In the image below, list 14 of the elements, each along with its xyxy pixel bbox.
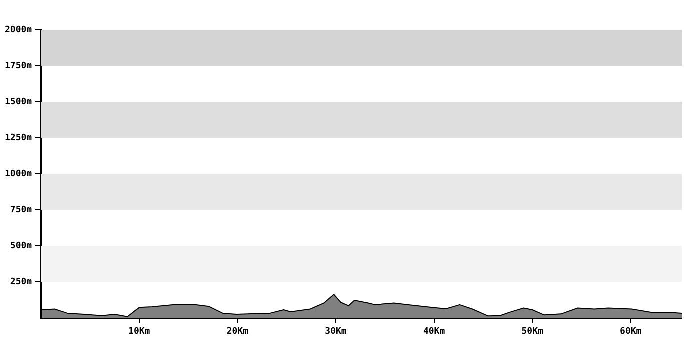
y-tick-label: 1250m: [5, 133, 33, 144]
y-tick-label: 750m: [10, 205, 33, 216]
y-tick-label: 1500m: [5, 97, 33, 108]
y-tick-label: 250m: [10, 278, 33, 288]
y-tick-label: 1750m: [5, 61, 33, 72]
x-tick-label: 60Km: [620, 326, 642, 337]
x-tick-label: 10Km: [128, 326, 151, 337]
x-tick-label: 20Km: [226, 326, 250, 337]
x-tick-label: 40Km: [423, 326, 446, 337]
y-tick-label: 2000m: [5, 25, 33, 36]
y-tick-label: 500m: [10, 241, 33, 252]
x-tick-label: 50Km: [522, 326, 544, 337]
x-tick-label: 30Km: [325, 326, 348, 337]
y-tick-label: 1000m: [5, 169, 33, 180]
